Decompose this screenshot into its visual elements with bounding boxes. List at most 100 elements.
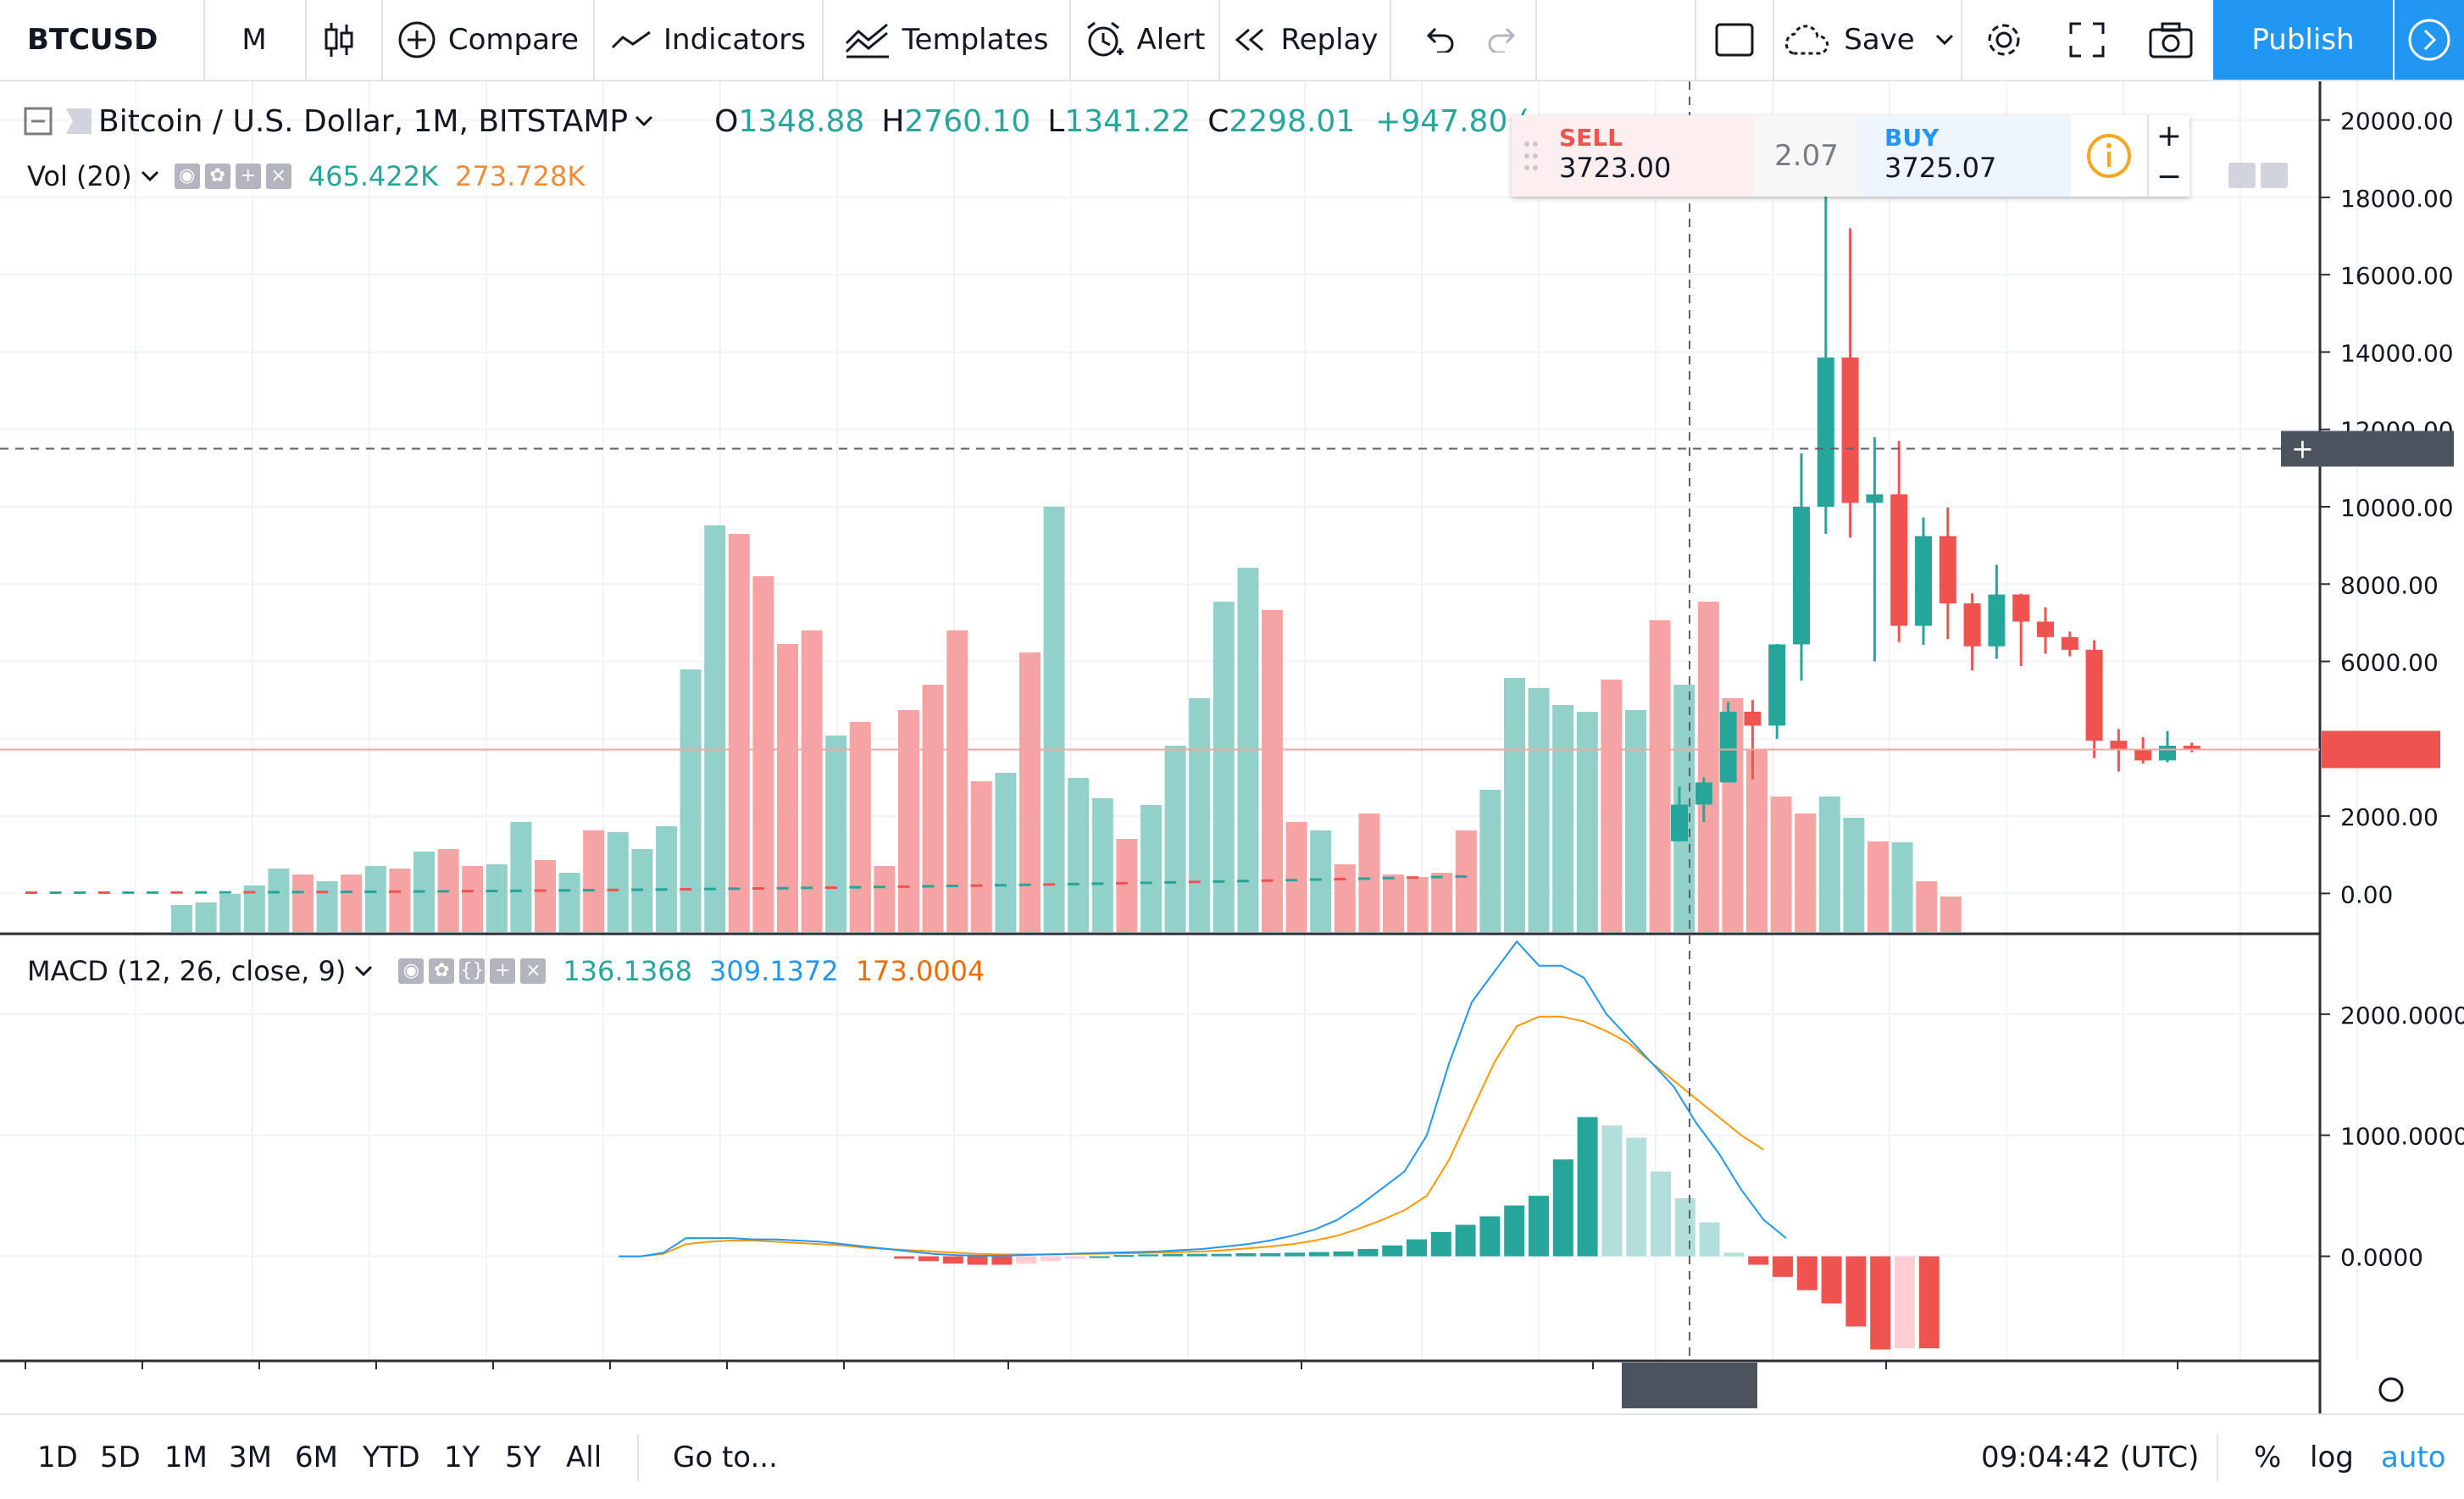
symbol-search[interactable]: BTCUSD bbox=[0, 0, 203, 80]
volume-bar bbox=[607, 832, 629, 932]
indicators-button[interactable]: Indicators bbox=[595, 0, 822, 80]
layout-button[interactable] bbox=[1696, 0, 1773, 80]
volume-bar bbox=[1285, 822, 1307, 932]
range-1y[interactable]: 1Y bbox=[444, 1415, 480, 1499]
macd-histogram-bar bbox=[967, 1256, 988, 1265]
plus-icon[interactable]: + bbox=[490, 958, 516, 984]
plus-icon[interactable]: + bbox=[235, 164, 261, 189]
price-axis[interactable]: 20000.0018000.0016000.0014000.0012000.00… bbox=[2281, 108, 2454, 909]
volume-bar bbox=[1164, 746, 1186, 932]
fullscreen-button[interactable] bbox=[2045, 0, 2128, 80]
save-button[interactable]: Save bbox=[1774, 0, 1961, 80]
range-5d[interactable]: 5D bbox=[100, 1415, 141, 1499]
code-icon[interactable]: {} bbox=[459, 958, 486, 984]
price-tick-label: 20000.00 bbox=[2340, 108, 2454, 136]
range-1d[interactable]: 1D bbox=[37, 1415, 78, 1499]
log-toggle[interactable]: log bbox=[2310, 1415, 2354, 1499]
range-1m[interactable]: 1M bbox=[164, 1415, 208, 1499]
drag-handle-icon[interactable] bbox=[1523, 141, 1539, 171]
chart-type-button[interactable] bbox=[305, 0, 373, 80]
volume-bar bbox=[1552, 705, 1574, 932]
plus-icon[interactable]: + bbox=[2156, 118, 2183, 153]
change-value: +947.80 ( bbox=[1375, 103, 1529, 139]
volume-bar bbox=[946, 630, 968, 932]
alert-label: Alert bbox=[1136, 23, 1206, 57]
sell-button[interactable]: SELL 3723.00 bbox=[1512, 115, 1754, 197]
goto-button[interactable]: Go to... bbox=[673, 1415, 778, 1499]
templates-button[interactable]: Templates bbox=[824, 0, 1069, 80]
info-icon bbox=[2087, 134, 2131, 178]
candle-body bbox=[2061, 636, 2078, 650]
interval-button[interactable]: M bbox=[203, 0, 305, 80]
candle-body bbox=[1939, 536, 1956, 604]
clock-display[interactable]: 09:04:42 (UTC) bbox=[1981, 1415, 2199, 1499]
macd-histogram-bar bbox=[1016, 1256, 1037, 1264]
range-ytd[interactable]: YTD bbox=[363, 1415, 420, 1499]
eye-icon[interactable]: ◉ bbox=[398, 958, 425, 984]
chevron-down-icon[interactable] bbox=[354, 965, 373, 977]
volume-bar bbox=[1213, 602, 1235, 932]
info-button[interactable] bbox=[2071, 115, 2147, 197]
bottom-toolbar: 1D 5D 1M 3M 6M YTD 1Y 5Y All Go to... 09… bbox=[0, 1413, 2464, 1499]
scroll-down-icon[interactable] bbox=[2228, 163, 2256, 188]
replay-button[interactable]: Replay bbox=[1220, 0, 1390, 80]
buy-price: 3725.07 bbox=[1884, 152, 1997, 184]
candle-body bbox=[1768, 644, 1786, 726]
volume-bar bbox=[1043, 507, 1065, 932]
price-tick-label: 10000.00 bbox=[2340, 494, 2454, 522]
buy-button[interactable]: BUY 3725.07 bbox=[1859, 115, 2071, 197]
publish-dropdown-button[interactable] bbox=[2395, 0, 2464, 80]
range-label: 1D bbox=[37, 1440, 78, 1474]
gear-icon[interactable]: ✿ bbox=[204, 164, 230, 189]
compare-button[interactable]: Compare bbox=[383, 0, 593, 80]
legend-title[interactable]: Bitcoin / U.S. Dollar, 1M, BITSTAMP bbox=[98, 103, 629, 139]
volume-bar bbox=[704, 525, 726, 932]
percent-toggle[interactable]: % bbox=[2254, 1415, 2281, 1499]
minus-icon[interactable]: − bbox=[2156, 158, 2183, 194]
undo-button[interactable] bbox=[1407, 0, 1471, 80]
macd-histogram-bar bbox=[1870, 1256, 1891, 1350]
axis-scroll-buttons bbox=[2228, 163, 2293, 188]
auto-toggle[interactable]: auto bbox=[2381, 1415, 2446, 1499]
settings-button[interactable] bbox=[1962, 0, 2045, 80]
macd-histogram-bar bbox=[1552, 1159, 1573, 1257]
macd-histogram-bar bbox=[1455, 1224, 1476, 1257]
snapshot-button[interactable] bbox=[2128, 0, 2213, 80]
macd-tick-label: 0.0000 bbox=[2340, 1244, 2423, 1272]
scroll-updown-icon[interactable] bbox=[2261, 163, 2288, 188]
chart-canvas[interactable]: 20000.0018000.0016000.0014000.0012000.00… bbox=[0, 0, 2464, 1413]
alert-button[interactable]: Alert bbox=[1071, 0, 1218, 80]
candle-body bbox=[2134, 750, 2152, 761]
volume-bar bbox=[825, 736, 847, 932]
macd-label[interactable]: MACD (12, 26, close, 9) bbox=[27, 955, 347, 987]
candle-body bbox=[1915, 536, 1932, 626]
range-6m[interactable]: 6M bbox=[295, 1415, 338, 1499]
volume-bar bbox=[922, 685, 944, 932]
candle-body bbox=[1695, 782, 1712, 805]
range-5y[interactable]: 5Y bbox=[505, 1415, 541, 1499]
range-label: All bbox=[566, 1440, 602, 1474]
gear-icon[interactable]: ✿ bbox=[429, 958, 455, 984]
chevron-down-icon[interactable] bbox=[635, 115, 653, 127]
close-icon[interactable]: × bbox=[520, 958, 547, 984]
collapse-icon[interactable] bbox=[24, 107, 53, 136]
volume-label[interactable]: Vol (20) bbox=[27, 160, 132, 192]
range-3m[interactable]: 3M bbox=[229, 1415, 272, 1499]
close-icon[interactable]: × bbox=[265, 164, 291, 189]
macd-histogram-bar bbox=[1796, 1256, 1817, 1291]
macd-histogram-bar bbox=[1138, 1254, 1159, 1257]
publish-button[interactable]: Publish bbox=[2213, 0, 2393, 80]
eye-icon[interactable]: ◉ bbox=[174, 164, 200, 189]
redo-button[interactable] bbox=[1471, 0, 1535, 80]
volume-bar bbox=[1576, 712, 1598, 932]
chevron-down-icon[interactable] bbox=[141, 170, 159, 182]
volume-bar bbox=[1795, 813, 1817, 932]
range-all[interactable]: All bbox=[566, 1415, 602, 1499]
volume-bar bbox=[1746, 750, 1768, 932]
volume-bar bbox=[1601, 680, 1623, 932]
volume-bar bbox=[558, 873, 580, 932]
macd-axis[interactable]: 2000.0000 1000.0000 0.0000 bbox=[2320, 1002, 2464, 1272]
macd-histogram-bar bbox=[1041, 1256, 1061, 1262]
volume-bar bbox=[1068, 778, 1090, 932]
macd-histogram-bar bbox=[1064, 1256, 1085, 1259]
